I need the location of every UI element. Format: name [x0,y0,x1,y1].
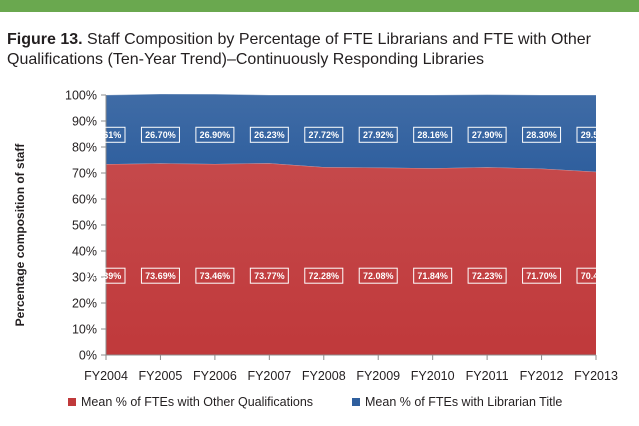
data-label-box [358,126,398,143]
series-edge-1 [105,93,596,96]
y-axis-title: Percentage composition of staff [13,143,27,327]
data-label-box [249,267,289,284]
data-label-box [304,126,344,143]
data-label: 26.61% [91,130,122,140]
x-tick-label: FY2010 [411,369,455,383]
y-tick-label: 0% [79,349,97,363]
area-layer [105,93,597,355]
legend-swatch [352,398,360,406]
y-tick-label: 20% [72,297,97,311]
legend: Mean % of FTEs with Other Qualifications… [68,395,562,409]
y-tick-label: 70% [72,167,97,181]
data-label: 72.28% [309,271,340,281]
y-tick-label: 60% [72,193,97,207]
data-label: 28.30% [526,130,557,140]
data-labels: 73.39% 73.69% 73.46% 73.77% 72.28% 72.08% 71.8… [86,126,616,284]
series-area-0 [106,163,596,355]
data-label-box [358,267,398,284]
data-label: 26.70% [145,130,176,140]
y-tick-label: 50% [72,219,97,233]
data-label: 27.72% [309,130,340,140]
data-label-box [140,267,180,284]
data-label-box [86,126,126,143]
data-label-box [413,126,453,143]
data-label: 29.51% [581,130,612,140]
data-label: 73.46% [200,271,231,281]
data-label-box [576,126,616,143]
data-label: 71.84% [417,271,448,281]
figure-title-text: Staff Composition by Percentage of FTE L… [7,31,591,68]
data-label: 26.90% [200,130,231,140]
y-tick-label: 100% [65,89,97,103]
figure-label: Figure 13. [7,31,83,48]
x-tick-label: FY2012 [520,369,564,383]
x-axis: FY2004 FY2005 FY2006 FY2007 FY2008 FY2009 FY20… [84,354,618,383]
data-label-box [195,126,235,143]
data-label-box [249,126,289,143]
y-tick-label: 90% [72,115,97,129]
x-tick-label: FY2005 [139,369,183,383]
data-label-box [522,126,562,143]
top-accent-bar [0,0,639,12]
y-tick-label: 80% [72,141,97,155]
y-tick-label: 10% [72,323,97,337]
data-label: 27.90% [472,130,503,140]
data-label: 72.23% [472,271,503,281]
data-label: 27.92% [363,130,394,140]
data-label: 70.49% [581,271,612,281]
y-tick-label: 30% [72,271,97,285]
data-label-box [86,267,126,284]
data-label: 73.69% [145,271,176,281]
data-label-box [576,267,616,284]
figure-title: Figure 13. Staff Composition by Percenta… [7,30,632,70]
x-tick-label: FY2006 [193,369,237,383]
x-tick-label: FY2004 [84,369,128,383]
data-label-box [522,267,562,284]
legend-label: Mean % of FTEs with Librarian Title [365,395,562,409]
data-label: 72.08% [363,271,394,281]
data-label-box [413,267,453,284]
x-tick-label: FY2007 [247,369,291,383]
y-axis: 0% 10% 20% 30% 40% 50% 60% 70% 80% 90% 100% [65,89,107,363]
data-label-box [467,267,507,284]
data-label-box [140,126,180,143]
data-label: 73.77% [254,271,285,281]
x-tick-label: FY2009 [356,369,400,383]
data-label: 28.16% [417,130,448,140]
x-tick-label: FY2011 [466,369,509,383]
y-tick-label: 40% [72,245,97,259]
series-area-1 [106,93,596,172]
data-label: 26.23% [254,130,285,140]
x-tick-label: FY2013 [574,369,618,383]
data-label-box [467,126,507,143]
chart-area: 0% 10% 20% 30% 40% 50% 60% 70% 80% 90% 100% FY2004… [0,85,639,421]
stacked-area-chart: 0% 10% 20% 30% 40% 50% 60% 70% 80% 90% 100% FY2004… [13,89,618,410]
data-label: 71.70% [526,271,557,281]
data-label-box [195,267,235,284]
legend-label: Mean % of FTEs with Other Qualifications [81,395,313,409]
data-label-box [304,267,344,284]
data-label: 73.39% [91,271,122,281]
x-tick-label: FY2008 [302,369,346,383]
legend-swatch [68,398,76,406]
